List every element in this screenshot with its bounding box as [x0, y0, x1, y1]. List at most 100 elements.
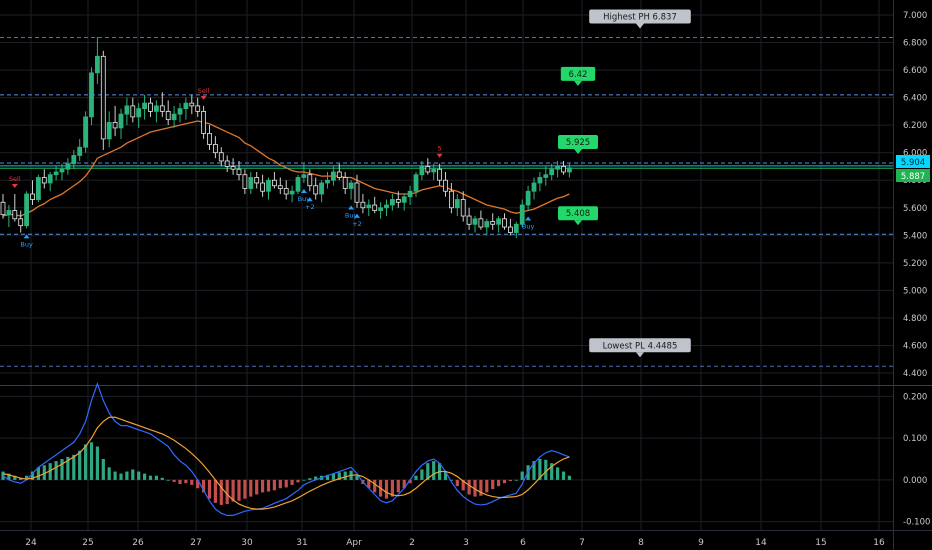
candle-54[interactable] [319, 180, 325, 203]
candle-46[interactable] [271, 171, 277, 189]
candle-59[interactable] [348, 180, 354, 200]
candle-40[interactable] [236, 160, 242, 181]
candle-36[interactable] [212, 136, 218, 159]
candle-62[interactable] [366, 199, 372, 217]
candle-34[interactable] [201, 105, 207, 139]
candle-12[interactable] [71, 149, 77, 170]
candle-53[interactable] [313, 177, 319, 200]
candle-76[interactable] [448, 182, 454, 214]
candle-71[interactable] [419, 160, 425, 181]
candle-50[interactable] [295, 174, 301, 194]
candle-92[interactable] [543, 166, 549, 186]
candle-58[interactable] [342, 171, 348, 194]
candle-8[interactable] [47, 171, 53, 192]
candle-69[interactable] [407, 185, 413, 206]
candle-96[interactable] [567, 163, 572, 178]
candle-31[interactable] [183, 97, 189, 120]
candle-89[interactable] [525, 185, 531, 211]
candle-33[interactable] [195, 97, 201, 117]
candle-57[interactable] [336, 163, 342, 181]
candle-22[interactable] [130, 97, 136, 123]
candle-30[interactable] [177, 103, 183, 123]
candle-11[interactable] [65, 158, 71, 175]
candle-72[interactable] [425, 158, 431, 175]
candle-1[interactable] [6, 205, 12, 228]
candle-81[interactable] [478, 210, 484, 230]
candle-93[interactable] [549, 163, 555, 181]
candle-74[interactable] [437, 163, 443, 186]
candle-20[interactable] [118, 108, 124, 139]
candle-63[interactable] [372, 196, 378, 214]
candle-18[interactable] [106, 111, 112, 148]
candle-16[interactable] [95, 37, 100, 84]
candle-43[interactable] [254, 171, 260, 189]
candle-73[interactable] [431, 163, 437, 181]
candle-41[interactable] [242, 169, 248, 194]
candle-23[interactable] [136, 103, 142, 128]
candle-39[interactable] [230, 158, 236, 175]
candle-6[interactable] [36, 174, 41, 203]
candle-67[interactable] [395, 191, 401, 208]
candle-2[interactable] [12, 194, 18, 222]
candle-75[interactable] [443, 171, 448, 197]
candle-65[interactable] [384, 199, 389, 217]
candle-55[interactable] [325, 171, 330, 189]
candle-9[interactable] [53, 166, 59, 181]
candle-84[interactable] [496, 216, 502, 233]
candle-60[interactable] [354, 174, 360, 208]
candle-91[interactable] [537, 171, 543, 192]
candle-32[interactable] [189, 94, 195, 115]
candle-5[interactable] [30, 180, 35, 206]
candle-37[interactable] [218, 147, 224, 167]
candle-45[interactable] [266, 177, 271, 200]
candle-27[interactable] [159, 92, 165, 117]
candle-49[interactable] [289, 185, 295, 203]
candle-80[interactable] [472, 216, 478, 233]
candle-4[interactable] [24, 191, 30, 229]
candle-79[interactable] [466, 207, 472, 230]
candle-94[interactable] [555, 160, 560, 178]
candle-0[interactable] [0, 194, 6, 219]
candle-38[interactable] [224, 155, 230, 172]
candle-21[interactable] [124, 97, 130, 126]
price-axis[interactable]: 7.0006.8006.6006.4006.2006.0005.8005.600… [903, 11, 930, 528]
candle-44[interactable] [260, 174, 266, 197]
candle-15[interactable] [89, 67, 94, 126]
macd-panel[interactable] [1, 382, 571, 516]
candle-82[interactable] [484, 218, 490, 236]
candle-48[interactable] [283, 180, 289, 200]
candle-52[interactable] [307, 169, 313, 192]
candle-77[interactable] [454, 194, 460, 217]
candlestick-series[interactable] [0, 37, 572, 239]
candle-47[interactable] [277, 177, 283, 194]
candle-61[interactable] [360, 194, 366, 214]
candle-90[interactable] [531, 177, 537, 200]
candle-14[interactable] [83, 111, 88, 153]
candle-13[interactable] [77, 138, 83, 161]
candle-42[interactable] [248, 171, 254, 194]
candle-3[interactable] [18, 210, 24, 233]
candle-10[interactable] [59, 163, 65, 181]
candle-83[interactable] [490, 213, 496, 230]
candle-25[interactable] [148, 97, 153, 117]
candle-29[interactable] [171, 105, 177, 128]
candle-95[interactable] [561, 160, 566, 175]
candle-78[interactable] [460, 191, 466, 222]
candle-88[interactable] [519, 199, 525, 228]
candle-51[interactable] [301, 163, 307, 183]
candle-56[interactable] [330, 166, 336, 186]
candle-85[interactable] [502, 213, 507, 230]
candle-28[interactable] [165, 100, 171, 126]
candle-26[interactable] [153, 100, 159, 123]
candle-70[interactable] [413, 171, 419, 197]
candle-66[interactable] [389, 194, 395, 211]
candle-17[interactable] [100, 50, 106, 150]
candle-86[interactable] [507, 218, 513, 236]
candle-19[interactable] [112, 105, 118, 137]
time-axis[interactable]: 24 25 26 27 30 31 Apr 2 3 6 7 8 9 14 15 16 [25, 538, 885, 548]
candle-7[interactable] [41, 169, 47, 189]
candle-87[interactable] [513, 221, 519, 239]
candle-64[interactable] [378, 202, 384, 219]
candle-24[interactable] [142, 94, 148, 120]
